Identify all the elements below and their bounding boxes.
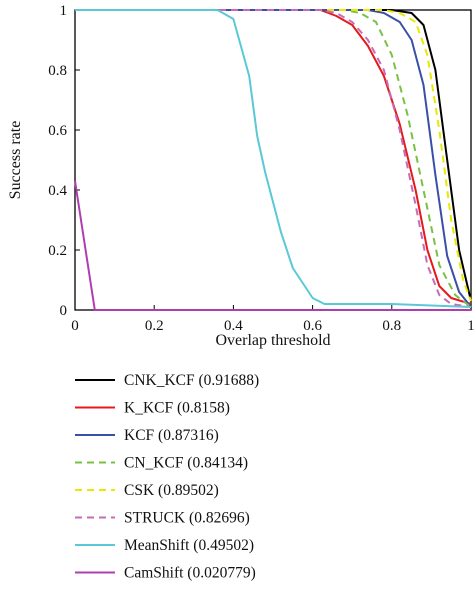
series-line-6 — [75, 9, 472, 308]
legend-label-0: CNK_KCF (0.91688) — [124, 372, 259, 389]
series-line-5 — [75, 9, 472, 308]
series-line-7 — [74, 180, 471, 311]
x-tick-label: 0 — [71, 318, 79, 334]
legend-label-2: KCF (0.87316) — [124, 427, 219, 444]
legend-label-7: CamShift (0.020779) — [124, 565, 256, 582]
x-tick-label: 1 — [467, 318, 474, 334]
x-tick-label: 0.8 — [382, 318, 401, 334]
x-tick-label: 0.6 — [303, 318, 322, 334]
legend-label-4: CSK (0.89502) — [124, 482, 219, 499]
x-tick-label: 0.4 — [224, 318, 243, 334]
series-line-0 — [75, 9, 472, 302]
series-line-1 — [75, 9, 472, 305]
series-layer — [74, 9, 472, 311]
y-tick-label: 0.4 — [48, 183, 67, 199]
x-axis-title: Overlap threshold — [215, 332, 330, 349]
series-line-3 — [75, 9, 472, 308]
y-tick-label: 0.2 — [48, 243, 67, 259]
plot-frame — [74, 9, 472, 311]
legend-label-6: MeanShift (0.49502) — [124, 537, 254, 554]
series-line-2 — [75, 9, 472, 308]
x-tick-label: 0.2 — [145, 318, 164, 334]
y-tick-label: 1 — [60, 3, 68, 19]
legend: CNK_KCF (0.91688) K_KCF (0.8158) KCF (0.87… — [75, 372, 259, 582]
y-axis-title: Success rate — [7, 121, 24, 200]
y-tick-label: 0 — [60, 303, 68, 319]
legend-label-3: CN_KCF (0.84134) — [124, 455, 248, 472]
legend-label-1: K_KCF (0.8158) — [124, 400, 230, 417]
legend-label-5: STRUCK (0.82696) — [124, 510, 250, 527]
y-tick-label: 0.8 — [48, 63, 67, 79]
series-line-4 — [75, 9, 472, 302]
y-tick-label: 0.6 — [48, 123, 67, 139]
